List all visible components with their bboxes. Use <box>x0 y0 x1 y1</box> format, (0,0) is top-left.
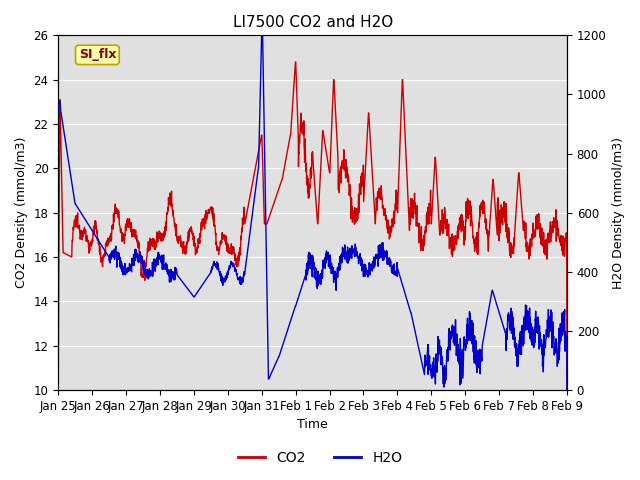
X-axis label: Time: Time <box>297 419 328 432</box>
Y-axis label: H2O Density (mmol/m3): H2O Density (mmol/m3) <box>612 137 625 289</box>
Y-axis label: CO2 Density (mmol/m3): CO2 Density (mmol/m3) <box>15 137 28 288</box>
Text: SI_flx: SI_flx <box>79 48 116 61</box>
Title: LI7500 CO2 and H2O: LI7500 CO2 and H2O <box>232 15 393 30</box>
Legend: CO2, H2O: CO2, H2O <box>232 445 408 471</box>
